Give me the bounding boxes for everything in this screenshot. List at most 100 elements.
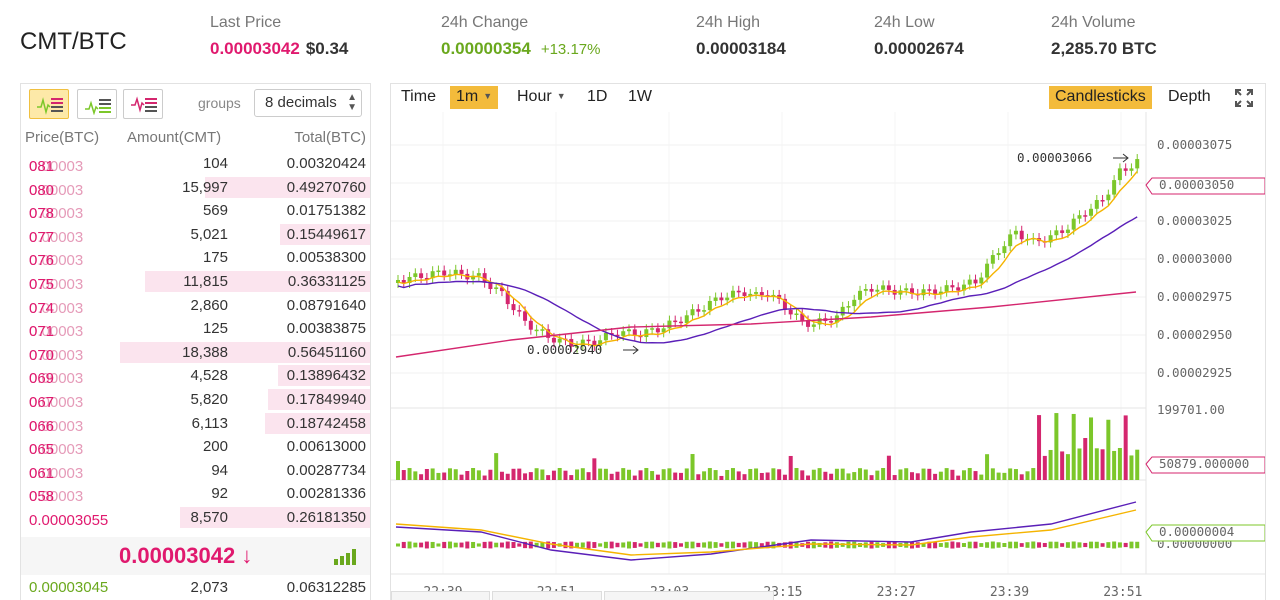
change-value: 0.00000354 — [441, 39, 531, 58]
view-asks-button[interactable] — [123, 89, 163, 119]
volume-bar — [580, 468, 585, 480]
ask-row[interactable]: 0.00003 061 94 0.00287734 — [21, 459, 370, 483]
volume-bar — [748, 468, 753, 480]
volume-bar — [1031, 468, 1036, 480]
ask-row[interactable]: 0.00003 071 125 0.00383875 — [21, 317, 370, 341]
volume-bar — [1025, 471, 1030, 480]
volume-bar — [967, 468, 972, 480]
macd-bar — [950, 541, 955, 549]
candle — [476, 273, 481, 276]
ask-price-suffix: 076 — [29, 252, 55, 270]
macd-bar — [956, 542, 961, 548]
macd-bar — [621, 542, 626, 548]
view-bids-button[interactable] — [77, 89, 117, 119]
tb-hour[interactable]: Hour ▼ — [511, 86, 572, 109]
ask-total: 0.00383875 — [286, 320, 366, 338]
ask-row[interactable]: 0.00003 065 200 0.00613000 — [21, 435, 370, 459]
macd-bar — [782, 542, 787, 548]
ask-price-suffix: 081 — [29, 158, 55, 175]
ask-total: 0.13896432 — [286, 367, 366, 385]
candle — [482, 273, 487, 283]
volume-bar — [1129, 455, 1134, 480]
macd-bar — [736, 542, 741, 548]
candle — [1123, 168, 1128, 171]
ask-price-suffix: 067 — [29, 393, 55, 411]
candle — [586, 339, 591, 342]
ask-row[interactable]: 0.00003 078 569 0.01751382 — [21, 199, 370, 223]
fullscreen-icon[interactable] — [1235, 89, 1253, 107]
change-stat: 24h Change 0.00000354 +13.17% — [441, 14, 600, 59]
volume-label: 24h Volume — [1051, 14, 1136, 31]
ask-row[interactable]: 0.00003 067 5,820 0.17849940 — [21, 388, 370, 412]
ask-total: 0.15449617 — [286, 225, 366, 243]
tb-interval-1m[interactable]: 1m ▼ — [450, 86, 499, 109]
volume-bar — [471, 468, 476, 480]
macd-bar — [719, 543, 724, 547]
tb-depth[interactable]: Depth — [1168, 88, 1211, 105]
bottom-tab[interactable] — [391, 591, 490, 600]
volume-bar — [881, 468, 886, 480]
candlestick-chart[interactable]: 0.00003075 0.00003050 0.00003025 0.00003000… — [391, 112, 1266, 600]
tb-1m-label: 1m — [456, 88, 479, 105]
macd-bar — [725, 541, 730, 549]
volume-bar — [875, 470, 880, 480]
macd-bar — [938, 543, 943, 547]
ask-row[interactable]: 0.00003 074 2,860 0.08791640 — [21, 294, 370, 318]
groups-select[interactable]: 8 decimals ▲ ▼ — [254, 89, 362, 117]
volume-bar — [540, 469, 545, 480]
ask-row[interactable]: 0.00003 058 92 0.00281336 — [21, 482, 370, 506]
volume-bar — [436, 472, 441, 480]
volume-bar — [817, 468, 822, 480]
ask-row[interactable]: 0.00003 080 15,997 0.49270760 — [21, 176, 370, 200]
candle — [424, 277, 429, 280]
ask-row[interactable]: 0.00003 075 11,815 0.36331125 — [21, 270, 370, 294]
ask-amount: 18,388 — [182, 343, 228, 361]
order-book: groups 8 decimals ▲ ▼ Price(BTC) Amount(C… — [20, 83, 371, 600]
candle — [557, 338, 562, 343]
ask-price-prefix: 0.00003 — [29, 464, 84, 482]
macd-bar — [453, 542, 458, 548]
macd-bar — [1008, 541, 1013, 549]
high-label: 24h High — [696, 14, 761, 31]
ask-row[interactable]: 0.00003 070 18,388 0.56451160 — [21, 341, 370, 365]
vol-max-label: 199701.00 — [1157, 402, 1225, 417]
macd-bar — [499, 542, 504, 548]
candle — [551, 337, 556, 343]
ask-total: 0.01751382 — [286, 202, 366, 220]
macd-bar — [471, 541, 476, 549]
candle — [459, 269, 464, 274]
tb-1d[interactable]: 1D — [587, 88, 608, 105]
dropdown-arrow-icon: ▼ — [556, 91, 566, 101]
signal-bars-icon — [334, 549, 356, 565]
ask-row[interactable]: 0.00003 081 104 0.00320424 — [21, 152, 370, 176]
candle — [961, 284, 966, 291]
ask-total: 0.18742458 — [286, 414, 366, 432]
ask-row[interactable]: 0.00003 069 4,528 0.13896432 — [21, 364, 370, 388]
volume-bar — [1077, 448, 1082, 480]
tb-1w[interactable]: 1W — [628, 88, 652, 105]
ask-price-suffix: 074 — [29, 299, 55, 317]
macd-bar — [1042, 542, 1047, 548]
bid-row[interactable]: 0.00003045 2,073 0.06312285 — [21, 578, 370, 600]
chart-toolbar: Time 1m ▼ Hour ▼ 1D 1W Candlesticks Depth — [391, 84, 1265, 112]
volume-bar — [921, 468, 926, 480]
dropdown-arrow-icon: ▼ — [483, 91, 493, 101]
ask-row[interactable]: 0.00003 066 6,113 0.18742458 — [21, 412, 370, 436]
macd-bar — [696, 542, 701, 548]
volume-bar — [719, 475, 724, 480]
ask-row[interactable]: 0.00003 076 175 0.00538300 — [21, 246, 370, 270]
macd-bar — [1071, 541, 1076, 549]
candle — [436, 270, 441, 273]
bottom-tab[interactable] — [492, 591, 602, 600]
change-label: 24h Change — [441, 14, 529, 31]
ask-row[interactable]: 0.00003055 8,570 0.26181350 — [21, 506, 370, 530]
ask-row[interactable]: 0.00003 077 5,021 0.15449617 — [21, 223, 370, 247]
candle — [846, 306, 851, 308]
candle — [840, 306, 845, 316]
view-both-button[interactable] — [29, 89, 69, 119]
volume-bar — [1037, 415, 1042, 480]
tb-time[interactable]: Time — [401, 88, 436, 105]
tb-candlesticks[interactable]: Candlesticks — [1049, 86, 1152, 109]
candle — [748, 293, 753, 296]
bottom-tab[interactable] — [604, 591, 774, 600]
